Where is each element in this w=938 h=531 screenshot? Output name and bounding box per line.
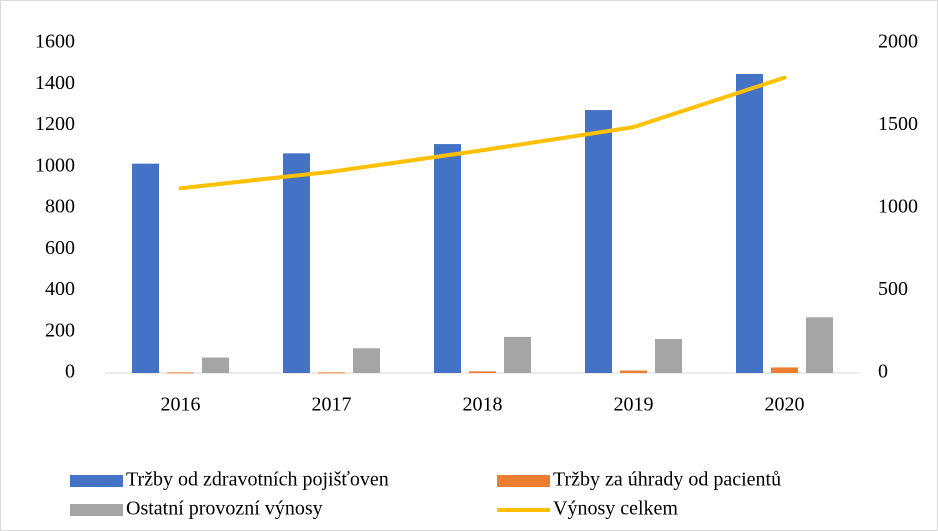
y-tick-label: 1400 <box>35 72 75 94</box>
x-tick-label: 2016 <box>161 394 201 416</box>
bar <box>434 144 461 373</box>
legend-label: Tržby od zdravotních pojišťoven <box>126 469 389 491</box>
legend-label: Tržby za úhrady od pacientů <box>553 469 781 491</box>
legend-swatch <box>70 504 123 516</box>
bar <box>202 357 229 373</box>
y-tick-label: 1000 <box>35 154 75 176</box>
y-tick-label: 1600 <box>35 31 75 53</box>
legend-swatch <box>497 475 550 487</box>
bar <box>806 317 833 373</box>
y2-tick-label: 0 <box>878 361 888 383</box>
bar <box>585 110 612 373</box>
x-tick-label: 2019 <box>614 394 654 416</box>
bar <box>283 153 310 373</box>
y-tick-label: 600 <box>45 237 75 259</box>
y-tick-label: 200 <box>45 319 75 341</box>
legend-swatch <box>70 475 123 487</box>
x-tick-label: 2017 <box>312 394 352 416</box>
y2-tick-label: 1500 <box>878 113 918 135</box>
bar <box>620 370 647 373</box>
bar <box>318 372 345 374</box>
legend-label: Výnosy celkem <box>553 498 678 520</box>
bar <box>771 367 798 373</box>
y2-tick-label: 2000 <box>878 31 918 53</box>
y2-tick-label: 1000 <box>878 196 918 218</box>
x-tick-label: 2018 <box>463 394 503 416</box>
bar <box>132 163 159 373</box>
bar <box>504 336 531 373</box>
y2-tick-label: 500 <box>878 278 908 300</box>
y-tick-label: 0 <box>65 361 75 383</box>
y-tick-label: 800 <box>45 196 75 218</box>
bar <box>736 73 763 373</box>
line-series <box>178 75 787 191</box>
legend-label: Ostatní provozní výnosy <box>126 498 323 520</box>
bar <box>167 372 194 374</box>
bar <box>469 371 496 373</box>
y-tick-label: 1200 <box>35 113 75 135</box>
bar <box>655 338 682 373</box>
bar <box>353 348 380 373</box>
x-tick-label: 2020 <box>765 394 805 416</box>
y-tick-label: 400 <box>45 278 75 300</box>
